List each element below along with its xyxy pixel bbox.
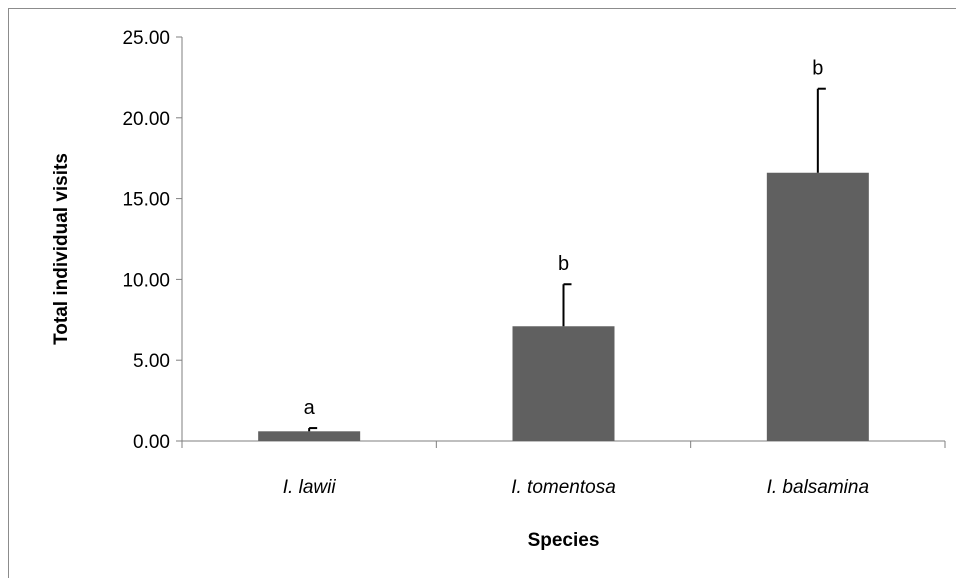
x-axis	[181, 440, 946, 448]
significance-label: a	[304, 397, 316, 419]
y-tick-label: 0.00	[133, 432, 170, 453]
y-tick-label: 25.00	[122, 28, 170, 49]
x-tick-label: I. lawii	[283, 477, 337, 498]
labels: a I. lawii b I. tomentosa b I. balsamina Speci…	[51, 58, 869, 551]
y-tick-label: 10.00	[122, 270, 170, 291]
bar	[766, 172, 869, 441]
x-tick-label: I. balsamina	[767, 477, 869, 498]
y-tick-label: 5.00	[133, 351, 170, 372]
bar	[512, 326, 615, 441]
y-tick-label: 15.00	[122, 190, 170, 211]
y-axis: 0.00 5.00 10.00 15.00 20.00 25.00	[122, 28, 183, 453]
x-axis-title: Species	[528, 530, 600, 551]
y-axis-title: Total individual visits	[51, 153, 72, 345]
bar	[258, 431, 361, 441]
x-tick-label: I. tomentosa	[511, 477, 616, 498]
y-tick-label: 20.00	[122, 109, 170, 130]
chart-area	[8, 8, 956, 578]
significance-label: b	[812, 58, 823, 80]
significance-label: b	[558, 253, 569, 275]
bars	[258, 87, 869, 441]
